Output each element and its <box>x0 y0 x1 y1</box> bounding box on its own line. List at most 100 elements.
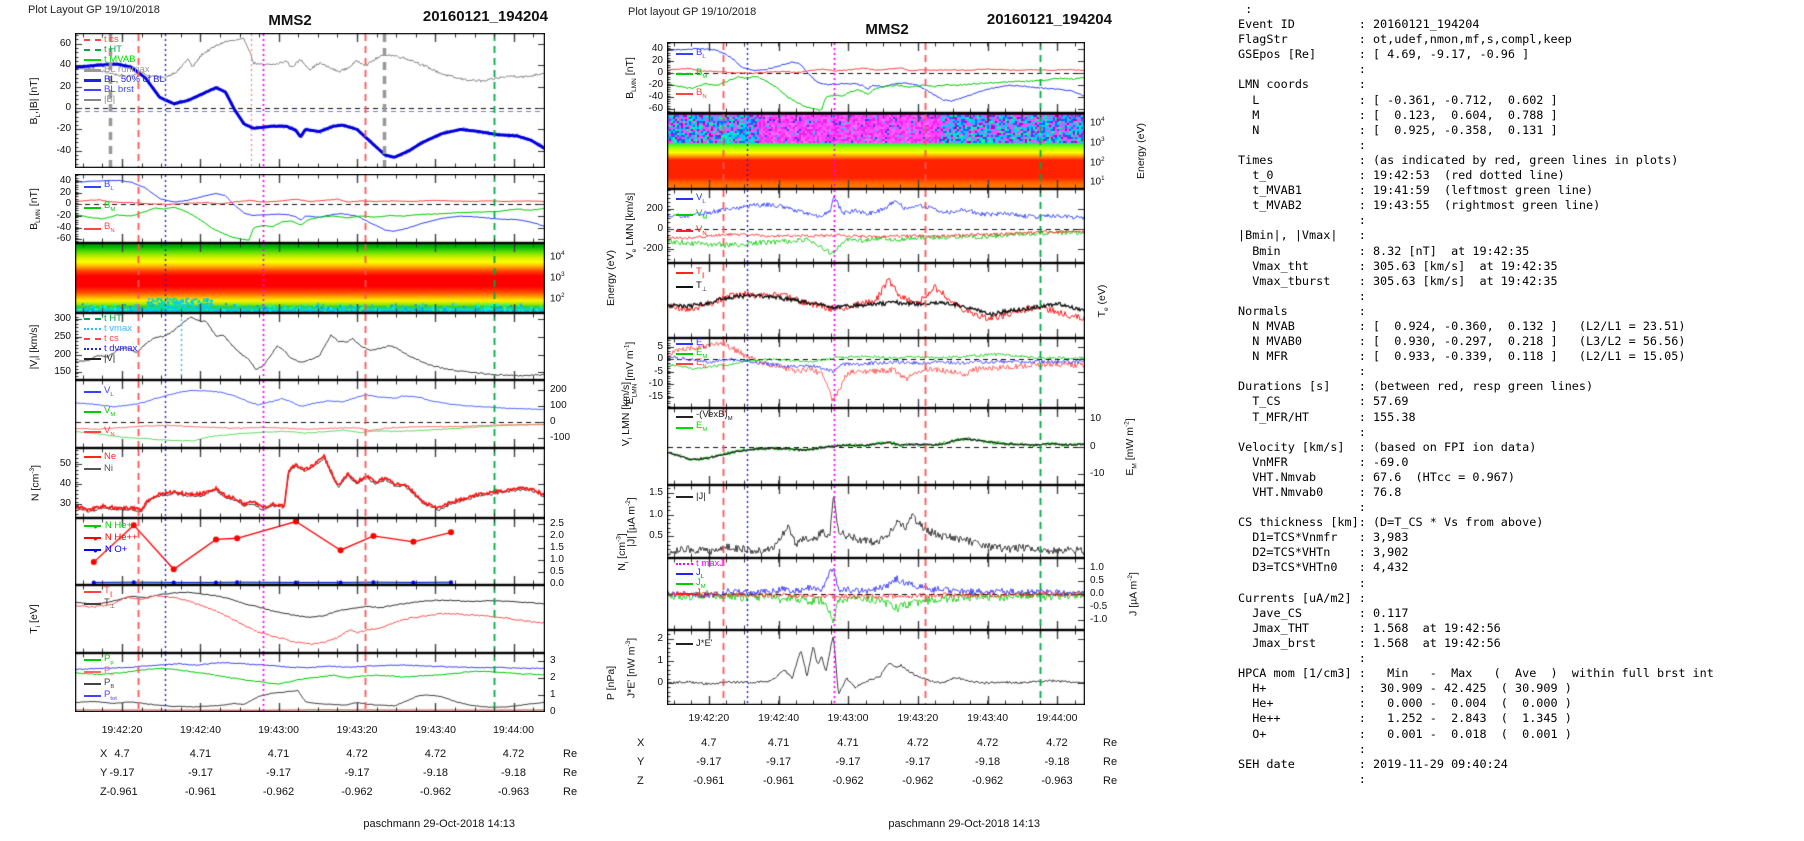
legend-entry: BL, 50% of BL <box>84 75 165 85</box>
middle-plot-layout-header: Plot layout GP 19/10/2018 <box>628 6 757 18</box>
position-value: 4.71 <box>189 748 212 760</box>
position-value: -0.961 <box>106 786 138 798</box>
info-line: Vmax_tht : 305.63 [km/s] at 19:42:35 <box>1238 258 1558 273</box>
left-footer-credit: paschmann 29-Oct-2018 14:13 <box>363 818 515 830</box>
axis-tick-label: 102 <box>550 291 565 304</box>
axis-tick-label: 2.0 <box>550 529 564 541</box>
legend-entry: Pn <box>84 665 117 678</box>
axis-tick-label: 103 <box>1090 135 1105 149</box>
axis-tick-label: -0.5 <box>1090 600 1108 612</box>
time-tick-label: 19:43:20 <box>897 712 939 724</box>
axis-tick-label: 10 <box>1090 413 1102 424</box>
axis-tick-label: 0 <box>65 198 71 210</box>
axis-tick-label: 100 <box>550 400 567 412</box>
legend-line-sample-icon <box>84 525 101 527</box>
info-line: He+ : 0.000 - 0.004 ( 0.000 ) <box>1238 696 1572 711</box>
legend-line-sample-icon <box>676 53 693 55</box>
time-tick-label: 19:43:40 <box>415 724 456 736</box>
legend-line-sample-icon <box>84 348 101 350</box>
axis-tick-label: 60 <box>59 37 71 49</box>
te-legend: T∥ T⊥ <box>676 266 707 294</box>
info-line: VHT.Nmvab0 : 76.8 <box>1238 485 1402 499</box>
legend-line-sample-icon <box>676 363 693 365</box>
info-line: Durations [s] : (between red, resp green… <box>1238 379 1594 394</box>
info-line: D2=TCS*VHTn : 3,902 <box>1238 545 1409 560</box>
axis-tick-label: -200 <box>642 243 663 255</box>
legend-entry: VN <box>676 223 707 239</box>
electron-espec-panel: 104 103 102 101 Energy (eV) <box>667 113 1147 189</box>
ve-lmn-left-axis-title: Ve LMN [km/s] <box>623 192 639 260</box>
info-line: N MVAB : [ 0.924, -0.360, 0.132 ] (L2/L1… <box>1238 318 1686 333</box>
legend-label: J*E' <box>696 637 713 649</box>
legend-label: EN <box>696 356 707 370</box>
axis-tick-label: -60 <box>56 233 71 245</box>
position-value: -9.17 <box>905 756 931 768</box>
axis-tick-label: 0 <box>657 676 663 688</box>
ion-espec-right-axis-title: Energy (eV) <box>605 249 617 307</box>
axis-tick-label: -20 <box>648 79 663 91</box>
ion-espec-panel: 104 103 102 Energy (eV) <box>75 243 617 313</box>
legend-line-sample-icon <box>84 537 101 539</box>
legend-entry: t dvmax <box>84 344 137 354</box>
info-line: : <box>1238 575 1366 590</box>
legend-label: BL <box>696 46 706 60</box>
info-line: Event ID : 20160121_194204 <box>1238 17 1480 32</box>
legend-dot-sample-icon: ● <box>93 533 98 543</box>
vi-lmn-canvas <box>75 380 545 448</box>
position-value: 4.7 <box>701 737 717 749</box>
position-value: 4.71 <box>837 737 859 749</box>
legend-line-sample-icon <box>676 642 693 645</box>
legend-label: VN <box>104 424 115 438</box>
info-line: VnMFR : -69.0 <box>1238 454 1409 469</box>
legend-label: N He+ <box>104 520 133 532</box>
info-line: N MFR : [ 0.933, -0.339, 0.118 ] (L2/L1 … <box>1238 349 1686 364</box>
info-line: : <box>1238 213 1366 228</box>
position-value: -9.17 <box>835 756 861 768</box>
legend-label: T⊥ <box>696 279 707 293</box>
position-value: 4.71 <box>267 748 290 760</box>
axis-tick-label: -40 <box>648 91 663 103</box>
vi-mag-canvas <box>75 313 545 380</box>
legend-dot-sample-icon: ● <box>93 545 98 555</box>
time-tick-label: 19:43:40 <box>967 712 1009 724</box>
legend-entry: Ptot <box>84 689 117 702</box>
axis-tick-label: -1.0 <box>1090 613 1108 625</box>
info-line: Jave_CS : 0.117 <box>1238 605 1409 620</box>
info-line: t_0 : 19:42:53 (red dotted line) <box>1238 168 1565 183</box>
legend-label: BL, 50% of BL <box>104 74 165 86</box>
middle-event-id: 20160121_194204 <box>986 11 1112 28</box>
legend-label: BM <box>696 66 708 80</box>
legend-line-sample-icon <box>676 230 693 232</box>
jdote-legend: J*E' <box>676 638 713 649</box>
info-line: Currents [uA/m2] : <box>1238 590 1366 605</box>
axis-tick-label: -10 <box>648 378 663 390</box>
ion-espec-canvas <box>75 243 545 313</box>
legend-entry: -(VexB)M <box>676 410 733 422</box>
n-density-canvas <box>75 448 545 518</box>
axis-tick-label: 40 <box>59 59 71 71</box>
position-unit-label: Re <box>563 786 578 798</box>
legend-entry: T∥ <box>84 585 115 598</box>
legend-label: T∥ <box>696 265 705 279</box>
time-tick-label: 19:43:00 <box>258 724 299 736</box>
legend-entry: T⊥ <box>676 280 707 294</box>
position-value: -0.963 <box>1041 775 1073 787</box>
legend-entry: BL runmax <box>84 65 165 75</box>
legend-entry: BM <box>84 197 115 218</box>
legend-line-sample-icon <box>84 695 101 697</box>
blmn-brst-panel: 40 20 0 -20 -40 -60 BLMN [nT] BL BM BN <box>624 42 1085 114</box>
legend-line-sample-icon <box>84 338 101 340</box>
info-line: : <box>1238 364 1366 379</box>
axis-tick-label: 2 <box>657 632 663 644</box>
axis-tick-label: 1.5 <box>550 541 564 553</box>
legend-line-sample-icon <box>676 573 693 575</box>
axis-tick-label: 200 <box>646 202 663 214</box>
axis-tick-label: 104 <box>550 249 565 262</box>
axis-tick-label: -100 <box>550 431 571 443</box>
axis-tick-label: 20 <box>59 80 71 92</box>
legend-label: t cs <box>104 333 119 345</box>
axis-tick-label: -40 <box>56 144 71 156</box>
time-tick-label: 19:44:00 <box>1036 712 1078 724</box>
info-line: D3=TCS*VHTn0 : 4,432 <box>1238 560 1409 575</box>
blmn-left-axis-title: BLMN [nT] <box>27 187 43 230</box>
